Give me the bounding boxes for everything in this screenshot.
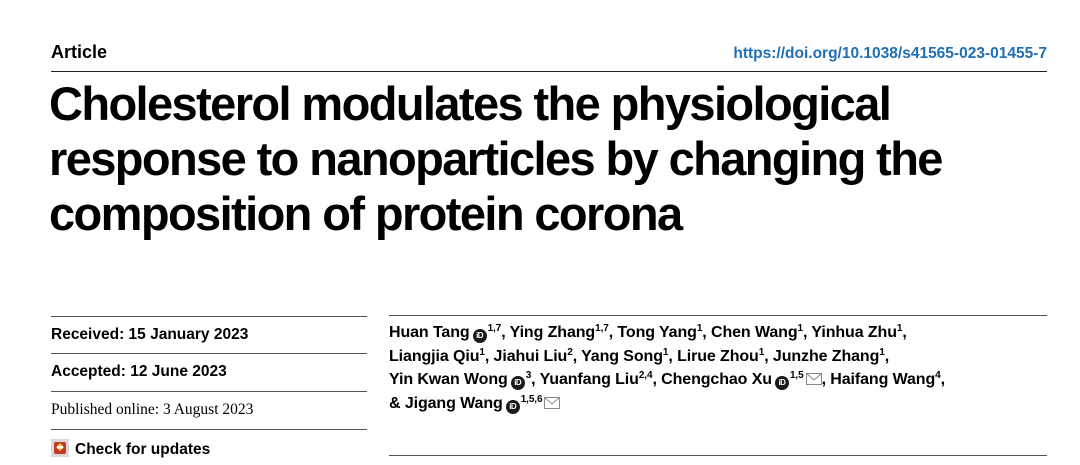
orcid-icon[interactable]: iD <box>505 399 520 414</box>
author-name[interactable]: Yinhua Zhu <box>811 324 897 341</box>
received-date: Received: 15 January 2023 <box>51 316 367 344</box>
article-type: Article <box>51 42 108 62</box>
author-name[interactable]: Yuanfang Liu <box>539 371 639 388</box>
header-rule <box>51 71 1047 72</box>
check-for-updates-icon <box>51 439 69 457</box>
affiliation-sup: 1 <box>479 346 485 358</box>
affiliation-sup: 1 <box>896 323 903 334</box>
meta-rule <box>51 353 367 354</box>
check-updates-label: Check for updates <box>75 441 211 458</box>
meta-rule <box>51 391 367 392</box>
author-name[interactable]: Chen Wang <box>711 324 798 341</box>
doi-link[interactable]: https://doi.org/10.1038/s41565-023-01455… <box>733 45 1047 62</box>
mail-icon[interactable] <box>544 396 561 409</box>
author-list: Huan Tang iD1,7, Ying Zhang1,7, Tong Yang… <box>389 323 945 414</box>
affiliation-sup: 1 <box>758 346 765 358</box>
article-title: Cholesterol modulates the physiological … <box>49 77 943 240</box>
published-date: Published online: 3 August 2023 <box>51 391 367 419</box>
authors-rule-bottom <box>389 455 1047 456</box>
affiliation-sup: 1 <box>662 346 669 358</box>
affiliation-sup: 4 <box>935 370 941 381</box>
affiliation-sup: 1,7 <box>595 323 609 334</box>
author-name[interactable]: Liangjia Qiu <box>389 347 480 365</box>
author-name[interactable]: Junzhe Zhang <box>772 347 880 365</box>
author-name[interactable]: Huan Tang <box>389 324 470 341</box>
orcid-icon[interactable]: iD <box>472 329 487 343</box>
affiliation-sup: 1 <box>696 323 703 334</box>
author-name[interactable]: Lirue Zhou <box>677 347 759 365</box>
meta-rule <box>51 316 367 317</box>
author-name[interactable]: Jiahui Liu <box>493 347 568 365</box>
accepted-text: Accepted: 12 June 2023 <box>51 363 227 380</box>
orcid-icon[interactable]: iD <box>510 376 525 390</box>
author-name[interactable]: Haifang Wang <box>830 371 936 388</box>
accepted-date: Accepted: 12 June 2023 <box>51 353 367 381</box>
received-text: Received: 15 January 2023 <box>51 326 249 343</box>
meta-rule <box>51 429 367 430</box>
author-name[interactable]: Ying Zhang <box>509 324 596 341</box>
author-name[interactable]: Jigang Wang <box>404 394 503 412</box>
check-updates-button[interactable]: Check for updates <box>51 429 367 459</box>
author-name[interactable]: Yang Song <box>581 347 663 365</box>
authors-rule-top <box>389 315 1047 316</box>
author-name[interactable]: Tong Yang <box>617 324 697 341</box>
author-name[interactable]: Yin Kwan Wong <box>389 371 508 388</box>
affiliation-sup: 1,5,6 <box>520 393 543 405</box>
mail-icon[interactable] <box>805 373 822 385</box>
affiliation-sup: 3 <box>525 370 532 381</box>
affiliation-sup: 2,4 <box>638 370 653 381</box>
affiliation-sup: 2 <box>567 346 573 358</box>
affiliation-sup: 1,7 <box>487 323 502 334</box>
orcid-icon[interactable]: iD <box>774 376 789 390</box>
affiliation-sup: 1,5 <box>789 370 804 381</box>
affiliation-sup: 1 <box>797 323 804 334</box>
published-text: Published online: 3 August 2023 <box>51 401 254 418</box>
author-name[interactable]: Chengchao Xu <box>661 371 772 388</box>
affiliation-sup: 1 <box>879 346 885 358</box>
